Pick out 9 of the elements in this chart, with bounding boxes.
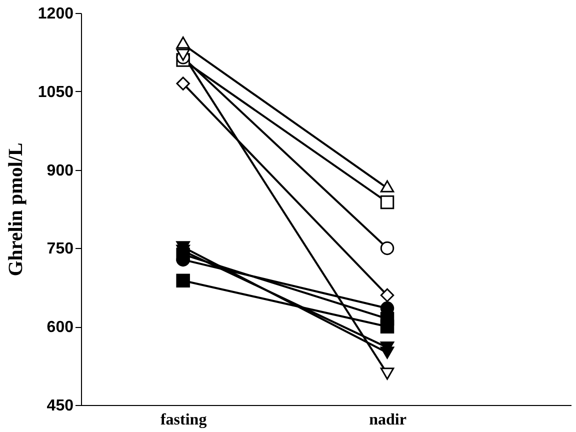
y-tick-label: 1050	[38, 84, 74, 101]
x-tick-label: nadir	[369, 412, 406, 428]
y-axis-title: Ghrelin pmol/L	[4, 142, 27, 276]
y-tick-label: 1200	[38, 6, 74, 22]
x-tick-label: fasting	[160, 412, 207, 428]
y-tick-label: 600	[46, 319, 74, 336]
y-tick-label: 750	[46, 240, 74, 258]
y-tick-label: 900	[46, 162, 74, 180]
y-tick-label: 450	[46, 398, 74, 414]
